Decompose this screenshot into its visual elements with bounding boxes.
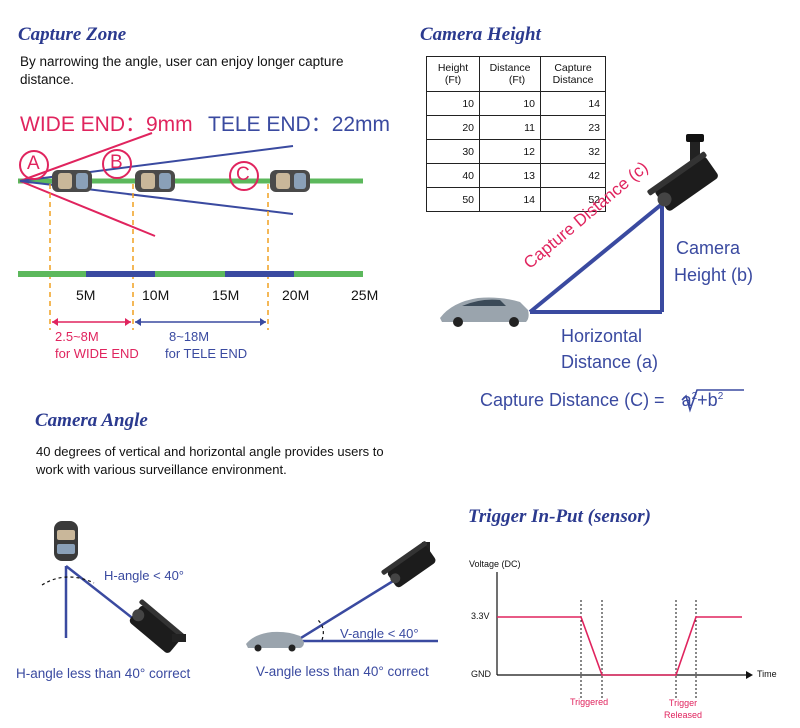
formula-sqrt-sign — [681, 389, 744, 413]
table-row: 20 11 23 — [426, 115, 606, 140]
vertical-label-line1: Camera — [676, 238, 741, 258]
released-label: Trigger Released — [664, 697, 702, 721]
car-icon-side — [440, 297, 529, 327]
table-row: 40 13 42 — [426, 163, 606, 188]
horizontal-label-line2: Distance (a) — [561, 352, 659, 372]
formula-exp-b: 2 — [717, 391, 724, 402]
wide-range-caption: for WIDE END — [55, 346, 139, 361]
trigger-y-label: Voltage (DC) — [469, 559, 521, 569]
capture-zone-title: Capture Zone — [18, 24, 127, 45]
trigger-x-label: Time — [757, 669, 777, 679]
horizontal-label-line1: Horizontal — [561, 326, 643, 346]
tick-25m: 25M — [351, 287, 379, 303]
formula-b: +b — [697, 390, 718, 410]
tick-5m: 5M — [76, 287, 96, 303]
marker-a-label: A — [27, 153, 40, 174]
v-angle-arc — [317, 619, 324, 641]
car-icon-top-view — [54, 521, 78, 561]
table-header-row: Height (Ft) Distance (Ft) Capture Distance — [426, 56, 606, 92]
header-capture: Capture Distance — [540, 56, 606, 92]
marker-b-label: B — [110, 152, 123, 173]
marker-c-circle — [229, 161, 259, 191]
triangle-hypotenuse — [528, 202, 664, 314]
formula-a: a — [681, 390, 692, 410]
h-angle-diagonal-line — [65, 565, 141, 625]
v-angle-caption: V-angle less than 40° correct — [256, 664, 429, 679]
car-icon-b — [135, 170, 175, 192]
camera-icon-v — [381, 541, 436, 588]
marker-a-circle — [19, 150, 49, 180]
trigger-x-arrow — [746, 671, 753, 679]
horizontal-label: Horizontal Distance (a) — [561, 323, 658, 375]
car-icon-a — [52, 170, 92, 192]
wide-range-value: 2.5~8M — [55, 329, 99, 344]
tick-10m: 10M — [142, 287, 170, 303]
table-row: 50 14 52 — [426, 187, 606, 212]
trigger-title: Trigger In-Put (sensor) — [468, 506, 651, 527]
camera-icon-top — [647, 134, 718, 211]
scale-seg-4 — [225, 271, 294, 277]
camera-angle-description: 40 degrees of vertical and horizontal an… — [36, 444, 384, 477]
marker-c-label: C — [236, 164, 250, 185]
height-table: Height (Ft) Distance (Ft) Capture Distance … — [426, 56, 606, 212]
scale-seg-1 — [18, 271, 86, 277]
scale-seg-2 — [86, 271, 155, 277]
v-angle-diagonal-line — [295, 576, 399, 643]
h-angle-arc — [41, 576, 95, 586]
tele-range-text: 8~18M for TELE END — [165, 328, 247, 362]
vertical-label-line2: Height (b) — [674, 265, 754, 285]
released-label-line1: Trigger — [668, 698, 698, 708]
marker-b-circle — [102, 149, 132, 179]
scale-seg-3 — [155, 271, 225, 277]
formula-left: Capture Distance (C) = — [480, 390, 670, 410]
tele-range-caption: for TELE END — [165, 346, 248, 361]
wide-beam-lower — [19, 180, 156, 237]
released-label-line2: Released — [664, 710, 703, 720]
table-row: 30 12 32 — [426, 139, 606, 164]
h-angle-caption: H-angle less than 40° correct — [16, 666, 191, 681]
tele-end-label: TELE END：22mm — [208, 113, 391, 136]
wide-beam-upper — [19, 132, 153, 182]
trigger-y-high: 3.3V — [471, 611, 490, 621]
formula-exp-a: 2 — [691, 391, 698, 402]
tick-15m: 15M — [212, 287, 240, 303]
h-angle-label: H-angle < 40° — [104, 568, 184, 583]
tick-20m: 20M — [282, 287, 310, 303]
vertical-label: Camera Height (b) — [674, 235, 753, 289]
trigger-y-low: GND — [471, 669, 491, 679]
trigger-signal-line — [497, 616, 742, 676]
scale-seg-5 — [294, 271, 363, 277]
camera-icon-h — [129, 599, 186, 653]
formula: Capture Distance (C) = a2+b2 — [480, 390, 723, 411]
wide-end-label: WIDE END：9mm — [20, 113, 193, 136]
capture-zone-description: By narrowing the angle, user can enjoy l… — [20, 54, 344, 87]
car-icon-c — [270, 170, 310, 192]
car-icon-side-small — [246, 631, 304, 652]
v-angle-label: V-angle < 40° — [340, 626, 419, 641]
triggered-label: Triggered — [570, 697, 609, 707]
camera-height-title: Camera Height — [420, 24, 541, 45]
height-table-wrap: Height (Ft) Distance (Ft) Capture Distance … — [426, 56, 606, 212]
wide-range-text: 2.5~8M for WIDE END — [55, 328, 139, 362]
camera-angle-title: Camera Angle — [35, 410, 148, 431]
tele-range-value: 8~18M — [169, 329, 210, 344]
